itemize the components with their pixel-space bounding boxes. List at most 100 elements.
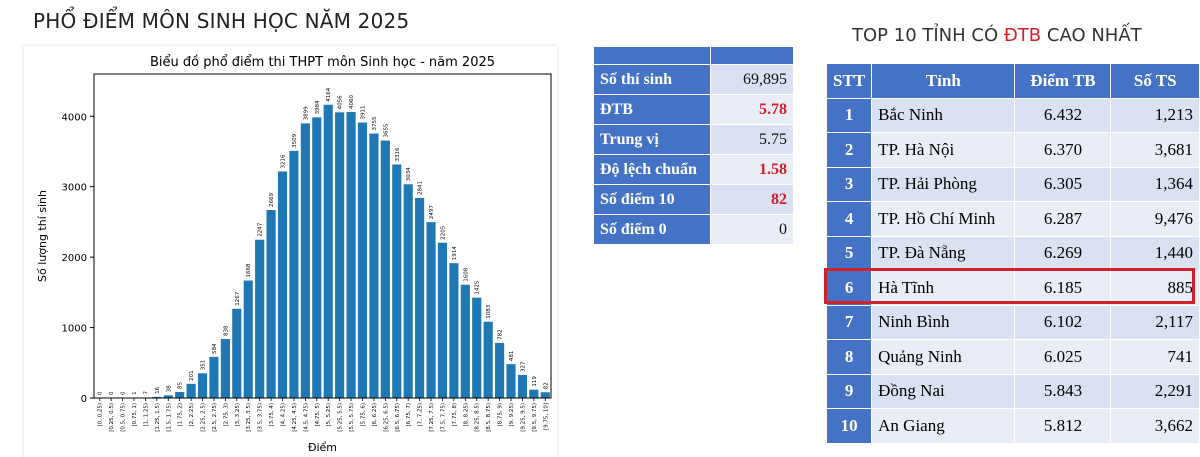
province-cell: TP. Hà Nội bbox=[871, 132, 1016, 168]
x-tick-label: [2.5, 2.75) bbox=[212, 403, 218, 432]
bar-value-label: 16 bbox=[155, 386, 161, 393]
bar-value-label: 201 bbox=[189, 370, 195, 381]
stats-label: Số thí sinh bbox=[593, 64, 711, 95]
histogram-bar bbox=[255, 239, 265, 398]
bar-value-label: 3755 bbox=[372, 116, 378, 130]
stats-row-score-0: Số điểm 0 0 bbox=[593, 214, 794, 245]
x-tick-label: [1.25, 1.5) bbox=[155, 403, 161, 432]
bar-value-label: 119 bbox=[532, 376, 538, 387]
x-tick-label: [6.75, 7) bbox=[406, 403, 412, 427]
histogram-bar bbox=[289, 150, 299, 398]
x-tick-label: [5.75, 6) bbox=[360, 403, 366, 427]
province-cell: An Giang bbox=[871, 408, 1016, 444]
x-tick-label: [4.5, 4.75) bbox=[303, 403, 309, 432]
top10-title: TOP 10 TỈNH CÓ ĐTB CAO NHẤT bbox=[852, 25, 1142, 46]
stats-value: 5.75 bbox=[710, 124, 794, 155]
average-cell: 6.370 bbox=[1014, 132, 1112, 168]
province-cell: Quảng Ninh bbox=[871, 339, 1016, 375]
stats-label: Số điểm 0 bbox=[593, 214, 711, 245]
stats-row-std-dev: Độ lệch chuẩn 1.58 bbox=[593, 154, 794, 185]
x-tick-label: [9.25, 9.5) bbox=[520, 403, 526, 432]
table-row: 5 TP. Đà Nẵng 6.269 1,440 bbox=[825, 235, 1200, 271]
x-tick-label: [7.5, 7.75) bbox=[440, 403, 446, 432]
y-axis-label: Số lượng thí sinh bbox=[36, 190, 49, 282]
histogram-bar bbox=[415, 197, 425, 398]
x-tick-label: [3, 3.25) bbox=[235, 403, 241, 427]
y-tick-label: 2000 bbox=[62, 253, 87, 264]
bar-value-label: 3316 bbox=[395, 147, 401, 161]
histogram-bar bbox=[529, 389, 539, 398]
x-tick-label: [4.25, 4.5) bbox=[292, 403, 298, 432]
bar-value-label: 38 bbox=[166, 385, 172, 392]
histogram-bar bbox=[335, 112, 345, 398]
table-row: 9 Đồng Nai 5.843 2,291 bbox=[825, 373, 1200, 409]
bar-value-label: 327 bbox=[520, 361, 526, 372]
x-tick-label: [8.5, 8.75) bbox=[486, 403, 492, 432]
stats-header-cell bbox=[710, 46, 794, 65]
histogram-bar bbox=[346, 112, 356, 398]
histogram-bar bbox=[163, 395, 173, 398]
average-cell: 5.843 bbox=[1014, 373, 1112, 409]
page-title: PHỔ ĐIỂM MÔN SINH HỌC NĂM 2025 bbox=[33, 9, 410, 33]
histogram-chart: Biểu đồ phổ điểm thi THPT môn Sinh học -… bbox=[36, 55, 552, 454]
stats-header-row bbox=[593, 46, 794, 65]
x-tick-label: [7, 7.25) bbox=[418, 403, 424, 427]
bar-value-label: 0 bbox=[121, 391, 127, 395]
rank-cell: 8 bbox=[825, 339, 873, 375]
histogram-bar bbox=[357, 122, 368, 398]
count-cell: 2,117 bbox=[1110, 304, 1200, 340]
x-tick-label: [5.25, 5.5) bbox=[338, 403, 344, 432]
bar-value-label: 351 bbox=[201, 360, 207, 371]
x-tick-label: [9.75, 10] bbox=[543, 403, 549, 430]
x-tick-label: [8, 8.25) bbox=[463, 403, 469, 427]
x-tick-label: [1, 1.25) bbox=[143, 403, 149, 427]
bar-value-label: 3216 bbox=[281, 154, 287, 168]
top10-header-row: STT Tỉnh Điểm TB Số TS bbox=[825, 63, 1200, 99]
stats-label: ĐTB bbox=[593, 94, 711, 125]
count-cell: 1,364 bbox=[1110, 166, 1200, 202]
stats-label: Số điểm 10 bbox=[593, 184, 711, 215]
histogram-bar bbox=[243, 280, 253, 398]
bar-value-label: 85 bbox=[178, 382, 184, 389]
average-cell: 6.432 bbox=[1014, 97, 1112, 133]
rank-cell: 7 bbox=[825, 304, 873, 340]
top10-title-pre: TOP 10 TỈNH CÓ bbox=[852, 25, 1004, 46]
average-cell: 6.305 bbox=[1014, 166, 1112, 202]
bar-value-label: 7 bbox=[143, 391, 149, 395]
column-header-average: Điểm TB bbox=[1014, 63, 1112, 99]
count-cell: 9,476 bbox=[1110, 201, 1200, 237]
stats-row-score-10: Số điểm 10 82 bbox=[593, 184, 794, 215]
histogram-bar bbox=[540, 392, 550, 398]
x-axis-label: Điểm bbox=[308, 441, 337, 454]
average-cell: 6.025 bbox=[1014, 339, 1112, 375]
chart-title: Biểu đồ phổ điểm thi THPT môn Sinh học -… bbox=[150, 55, 495, 70]
histogram-bar bbox=[266, 210, 276, 398]
x-tick-label: [3.75, 4) bbox=[269, 403, 275, 427]
stats-value: 82 bbox=[710, 184, 794, 215]
top10-provinces-table: STT Tỉnh Điểm TB Số TS 1 Bắc Ninh 6.432 … bbox=[825, 63, 1200, 444]
count-cell: 1,440 bbox=[1110, 235, 1200, 271]
x-tick-label: [6.5, 6.75) bbox=[395, 403, 401, 432]
bar-value-label: 3911 bbox=[360, 106, 366, 120]
histogram-bar bbox=[300, 123, 310, 398]
histogram-bar bbox=[517, 374, 528, 398]
province-cell: Hà Tĩnh bbox=[871, 270, 1016, 306]
count-cell: 2,291 bbox=[1110, 373, 1200, 409]
bar-value-label: 1 bbox=[132, 391, 138, 395]
histogram-bar bbox=[426, 222, 436, 398]
province-cell: TP. Hải Phòng bbox=[871, 166, 1016, 202]
x-tick-label: [8.75, 9) bbox=[498, 403, 504, 427]
bar-value-label: 82 bbox=[543, 382, 549, 389]
bar-value-label: 3899 bbox=[303, 106, 309, 120]
histogram-bar bbox=[449, 263, 459, 398]
rank-cell: 10 bbox=[825, 408, 873, 444]
stats-row-median: Trung vị 5.75 bbox=[593, 124, 794, 155]
x-tick-label: [2.75, 3) bbox=[223, 403, 229, 427]
x-tick-label: [7.75, 8) bbox=[452, 403, 458, 427]
table-row-highlighted: 6 Hà Tĩnh 6.185 885 bbox=[825, 270, 1200, 306]
histogram-bar bbox=[392, 164, 402, 398]
column-header-province: Tỉnh bbox=[871, 63, 1016, 99]
column-header-stt: STT bbox=[825, 63, 873, 99]
table-row: 1 Bắc Ninh 6.432 1,213 bbox=[825, 97, 1200, 133]
bar-value-label: 1668 bbox=[246, 263, 252, 277]
